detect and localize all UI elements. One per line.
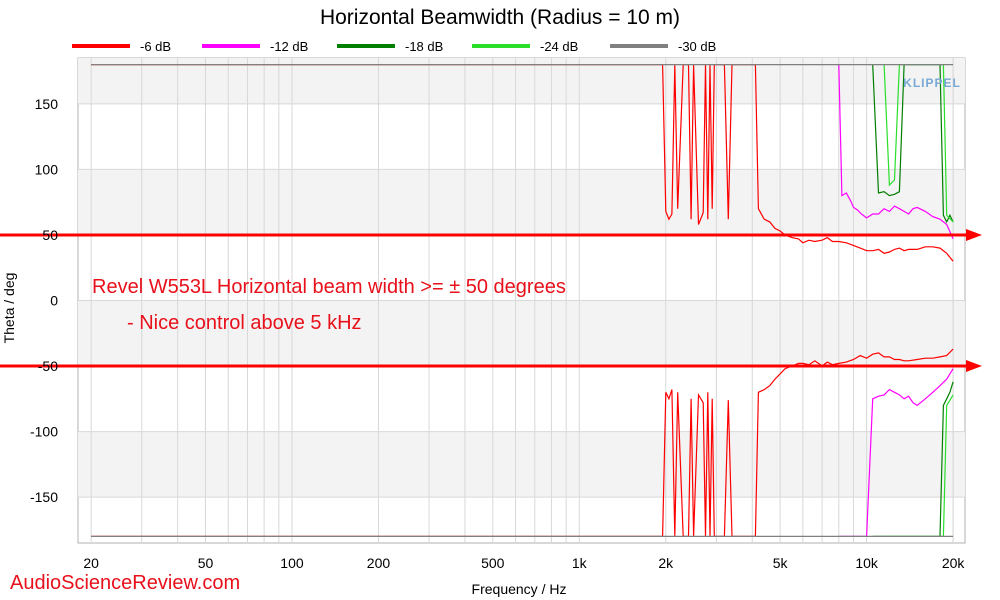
- x-tick-label: 20k: [942, 555, 966, 571]
- y-tick-label: 50: [42, 227, 58, 243]
- annotation-line-1: Revel W553L Horizontal beam width >= ± 5…: [92, 276, 566, 298]
- y-tick-label: -150: [30, 489, 58, 505]
- x-axis-label: Frequency / Hz: [472, 581, 567, 597]
- legend-label: -24 dB: [540, 39, 578, 54]
- tick-labels: 20 50 100 200 500 1k 2k 5k 10k 20k150100500-50-10…: [30, 96, 965, 571]
- x-tick-label: 20: [83, 555, 99, 571]
- series-0-upper: [91, 63, 954, 262]
- x-tick-label: 5k: [773, 555, 789, 571]
- legend-label: -18 dB: [405, 39, 443, 54]
- band-2: [78, 300, 965, 367]
- x-tick-label: 50: [198, 555, 214, 571]
- watermark: AudioScienceReview.com: [10, 572, 240, 594]
- reference-arrow-1: [966, 360, 982, 373]
- series-0-lower: [91, 348, 954, 538]
- legend-label: -12 dB: [270, 39, 308, 54]
- x-tick-label: 1k: [572, 555, 588, 571]
- grid-lines: [78, 58, 965, 543]
- klippel-logo: KLIPPEL: [903, 76, 961, 90]
- legend-label: -6 dB: [140, 39, 171, 54]
- y-tick-label: -100: [30, 424, 58, 440]
- band-0: [78, 58, 965, 104]
- band-3: [78, 431, 965, 498]
- series-layer: [91, 63, 954, 538]
- series-1-upper: [838, 64, 954, 240]
- legend-label: -30 dB: [678, 39, 716, 54]
- y-tick-label: 150: [35, 96, 59, 112]
- x-tick-label: 100: [280, 555, 304, 571]
- legend: -6 dB -12 dB -18 dB -24 dB -30 dB: [72, 39, 716, 54]
- reference-lines: [0, 228, 982, 373]
- y-tick-label: 0: [50, 293, 58, 309]
- y-tick-label: 100: [35, 161, 59, 177]
- x-tick-label: 200: [367, 555, 391, 571]
- chart-title: Horizontal Beamwidth (Radius = 10 m): [320, 6, 680, 29]
- y-axis-label: Theta / deg: [1, 273, 17, 344]
- x-tick-label: 10k: [855, 555, 879, 571]
- reference-arrow-0: [966, 228, 982, 241]
- y-tick-label: -50: [38, 358, 58, 374]
- annotation-line-2: - Nice control above 5 kHz: [127, 312, 362, 334]
- x-tick-label: 2k: [658, 555, 674, 571]
- x-tick-label: 500: [481, 555, 505, 571]
- band-1: [78, 169, 965, 235]
